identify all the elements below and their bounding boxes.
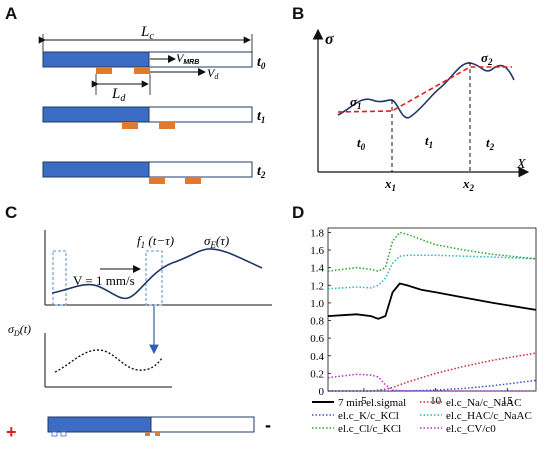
c-sigma-e-curve [51,248,263,300]
d-series [327,231,537,392]
electrode-t2-1 [149,177,165,184]
d-x-tick-label: 5 [361,395,367,407]
panel-label-d: D [292,203,305,222]
d-legend-label: el.c_HAC/c_NaAC [446,410,532,422]
d-y-tick-label: 1.2 [310,280,324,292]
d-y-tick-label: 0.8 [310,316,324,328]
d-legend: 7 min el.sigmal el.c_Na/c_NaAC el.c_K/c_KC… [312,397,532,435]
d-series-line-1 [328,352,537,392]
electrode-t0-2 [134,67,150,74]
d-y-tick-label: 0 [319,386,325,398]
d-legend-label: el.c_Na/c_NaAC [446,397,521,409]
c-sigma-d-curve [54,349,163,373]
d-series-line-2 [328,379,537,392]
d-y-tick-label: 1.0 [310,298,324,310]
c-strip-white [150,416,255,433]
d-y-tick-label: 1.4 [310,263,324,275]
b-t0: t0 [357,135,366,152]
d-y-tick-label: 0.4 [310,351,324,363]
c-window-start [52,250,67,306]
d-legend-label: el.c_CV/c0 [446,423,496,435]
b-x-axis-label: X [516,157,526,172]
b-sigma1: σ1 [350,94,362,111]
d-y-tick-label: 1.6 [310,245,324,257]
electrode-t1-2 [159,122,175,129]
d-y-tick-label: 0.6 [310,333,324,345]
panel-label-a: A [5,4,18,23]
d-series-line-0 [327,282,537,320]
v-mrb-label: VMRB [176,51,199,66]
b-sigma-axis-label: σ [325,31,334,48]
b-sigma2: σ2 [481,50,493,67]
panel-label-c: C [5,203,18,222]
c-electrode-b [60,431,67,437]
panel-label-b: B [292,4,305,23]
c-sigma-d-label: σD(t) [8,322,31,338]
b-t1: t1 [425,133,433,150]
d-legend-label: 7 min el.sigmal [338,397,406,409]
d-series-line-5 [327,373,536,392]
b-step-fit [337,66,512,113]
d-ticks: 0 0.2 0.4 0.6 0.8 1.0 1.2 1.4 1.6 1.8 5 10 15 [310,227,513,407]
b-x2: x2 [462,176,475,193]
ld-label: Ld [111,86,126,104]
c-window-f1 [145,250,163,306]
d-y-tick-label: 1.8 [310,227,324,239]
c-electrode-a [51,431,58,437]
c-plus-sign: + [6,422,17,442]
c-minus-sign: - [265,415,271,435]
lc-label: Lc [140,24,154,42]
strip-t1-white [148,106,253,123]
b-x1: x1 [384,176,396,193]
electrode-t0-1 [96,67,112,74]
d-plot-frame [327,227,537,392]
time-t1: t1 [257,109,265,125]
d-x-tick-label: 10 [430,395,442,407]
c-electrode-c [145,432,150,436]
d-series-line-3 [327,254,537,290]
d-x-tick-label: 15 [502,395,514,407]
c-velocity-label: V = 1 mm/s [73,273,135,288]
c-f1-label: f1 (t−τ) [137,233,174,250]
d-y-tick-label: 0.2 [310,368,324,380]
d-legend-label: el.c_K/c_KCl [338,410,399,422]
b-t2: t2 [486,135,495,152]
electrode-t1-1 [122,122,138,129]
time-t0: t0 [257,55,266,71]
time-t2: t2 [257,164,266,180]
b-signal-curve [337,62,515,119]
electrode-t2-2 [185,177,201,184]
v-d-label: Vd [207,66,219,81]
c-sigma-e-label: σE(τ) [204,233,229,250]
d-legend-label: el.c_Cl/c_KCl [338,423,401,435]
d-series-line-4 [327,231,537,272]
c-electrode-d [155,432,160,436]
